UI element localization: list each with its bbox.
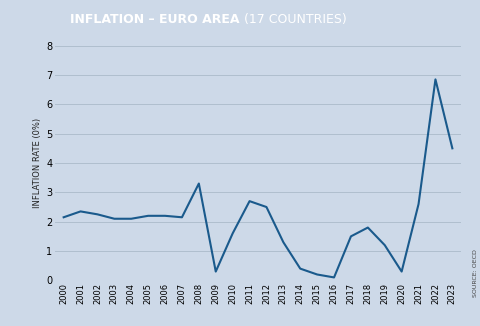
Text: SOURCE: OECD: SOURCE: OECD [473,249,478,297]
Text: (17 COUNTRIES): (17 COUNTRIES) [240,13,347,26]
Y-axis label: INFLATION RATE (0%): INFLATION RATE (0%) [33,118,42,208]
Text: INFLATION – EURO AREA: INFLATION – EURO AREA [71,13,240,26]
